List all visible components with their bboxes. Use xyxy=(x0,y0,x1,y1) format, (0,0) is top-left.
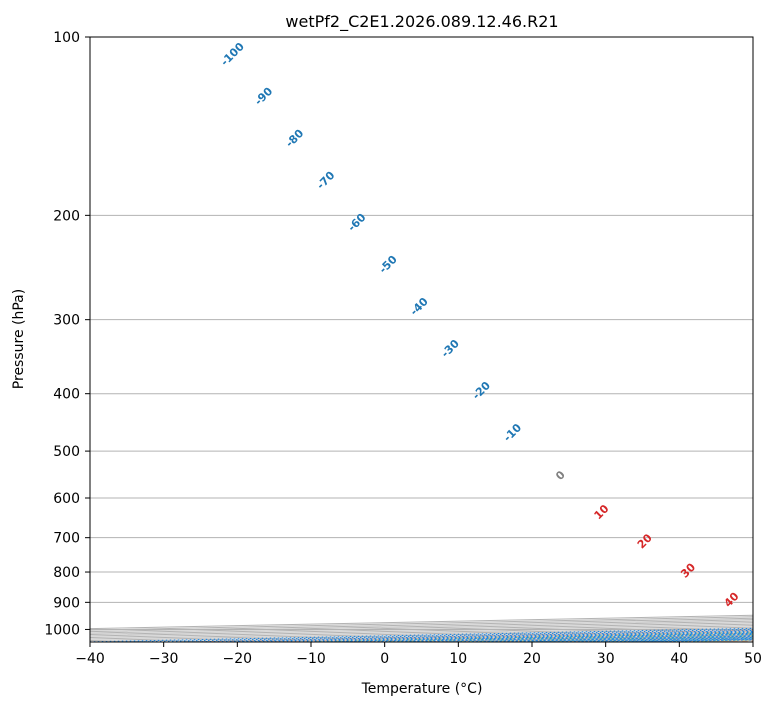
y-axis-title: Pressure (hPa) xyxy=(11,289,27,389)
isotherm-line xyxy=(605,638,753,642)
y-tick-label: 900 xyxy=(53,595,80,611)
isotherm-line xyxy=(90,616,753,631)
moist-adiabat xyxy=(296,631,753,642)
moist-adiabat xyxy=(367,633,753,642)
isotherm-line xyxy=(163,629,753,642)
moist-adiabat xyxy=(438,634,753,642)
dry-adiabat xyxy=(487,635,753,642)
isotherm-label-warm: 10 xyxy=(592,502,612,522)
y-tick-label: 300 xyxy=(53,313,80,329)
mixing-ratio-line xyxy=(185,629,753,642)
moist-adiabat xyxy=(652,639,753,642)
mixing-ratio-line xyxy=(492,636,753,642)
isotherm-label: -20 xyxy=(470,379,493,402)
mixing-ratio-line xyxy=(572,637,753,642)
isotherm-line xyxy=(90,620,753,636)
x-axis-title: Temperature (°C) xyxy=(361,681,483,697)
x-tick-label: −20 xyxy=(223,651,253,667)
isotherm-label: -90 xyxy=(252,84,275,107)
dry-adiabat xyxy=(711,640,753,642)
isotherm-line xyxy=(90,628,753,642)
isotherm-label-warm: 30 xyxy=(678,560,698,580)
mixing-ratio-line xyxy=(299,632,753,642)
isotherm-label-warm: 40 xyxy=(722,590,742,610)
y-tick-label: 400 xyxy=(53,387,80,403)
isotherm-label-warm: 20 xyxy=(635,531,655,551)
dry-adiabat xyxy=(188,629,753,642)
dry-adiabat xyxy=(263,631,753,642)
mixing-ratio-line xyxy=(262,631,753,642)
mixing-ratio-line xyxy=(326,632,753,642)
x-tick-label: −10 xyxy=(296,651,326,667)
x-tick-label: 10 xyxy=(449,651,467,667)
isotherm-line xyxy=(237,631,753,642)
y-tick-label: 100 xyxy=(53,30,80,46)
isotherm-label: -70 xyxy=(314,169,337,192)
isotherm-label: -30 xyxy=(439,337,462,360)
x-tick-label: 40 xyxy=(670,651,688,667)
isotherm-line xyxy=(531,637,753,642)
isotherm-line xyxy=(90,623,753,639)
mixing-ratio-line xyxy=(546,637,753,642)
isotherm-line xyxy=(90,619,753,634)
isotherm-label: -80 xyxy=(283,127,306,150)
isotherm-line xyxy=(90,626,753,642)
chart-title: wetPf2_C2E1.2026.089.12.46.R21 xyxy=(285,12,558,32)
grid-layer xyxy=(90,37,753,642)
x-tick-label: −30 xyxy=(149,651,179,667)
x-tick-label: 50 xyxy=(744,651,762,667)
isotherm-line xyxy=(90,614,753,630)
axes-layer: −40 −30 −20 −10 0 10 20 30 40 5010020030040050060… xyxy=(44,30,762,667)
zero-isotherm-label: 0 xyxy=(553,468,568,483)
y-tick-label: 600 xyxy=(53,491,80,507)
x-tick-label: 0 xyxy=(380,651,389,667)
mixing-ratio-line xyxy=(131,628,753,642)
dry-adiabat xyxy=(412,634,753,642)
y-tick-label: 700 xyxy=(53,531,80,547)
y-tick-label: 200 xyxy=(53,208,80,224)
isotherm-line xyxy=(90,617,753,633)
y-tick-label: 1000 xyxy=(44,622,80,638)
isotherm-label: -50 xyxy=(377,253,400,276)
moist-adiabat xyxy=(509,636,753,642)
mixing-ratio-line xyxy=(394,634,753,642)
y-tick-label: 800 xyxy=(53,565,80,581)
isotherm-label: -10 xyxy=(501,421,524,444)
isotherm-label: -100 xyxy=(218,40,247,69)
dry-adiabat xyxy=(338,632,753,642)
isotherm-line xyxy=(310,632,753,642)
x-tick-label: −40 xyxy=(75,651,105,667)
mixing-ratio-line xyxy=(467,635,753,642)
mixing-ratio-line xyxy=(365,633,753,642)
mixing-ratio-line xyxy=(90,627,753,642)
isotherm-label: -60 xyxy=(345,211,368,234)
isotherm-line xyxy=(90,625,753,640)
isotherm-line xyxy=(752,641,753,642)
isotherm-line xyxy=(458,635,753,642)
x-tick-label: 30 xyxy=(597,651,615,667)
mixing-ratio-line xyxy=(218,630,753,642)
mixing-ratio-line xyxy=(436,634,753,642)
moist-adiabat xyxy=(580,637,753,642)
plot-frame xyxy=(89,36,754,643)
dry-adiabat xyxy=(562,637,753,642)
y-tick-label: 500 xyxy=(53,444,80,460)
isotherm-line xyxy=(679,640,753,642)
mixing-ratio-line xyxy=(599,638,753,642)
isotherm-line xyxy=(90,622,753,637)
x-tick-label: 20 xyxy=(523,651,541,667)
annotation-layer: 0.10.20.40.611.52346810131620253036-100-… xyxy=(218,40,742,610)
isotherm-line xyxy=(384,634,753,642)
dry-adiabat xyxy=(636,638,753,642)
mixing-ratio-line xyxy=(645,639,753,642)
isotherm-label: -40 xyxy=(408,295,431,318)
